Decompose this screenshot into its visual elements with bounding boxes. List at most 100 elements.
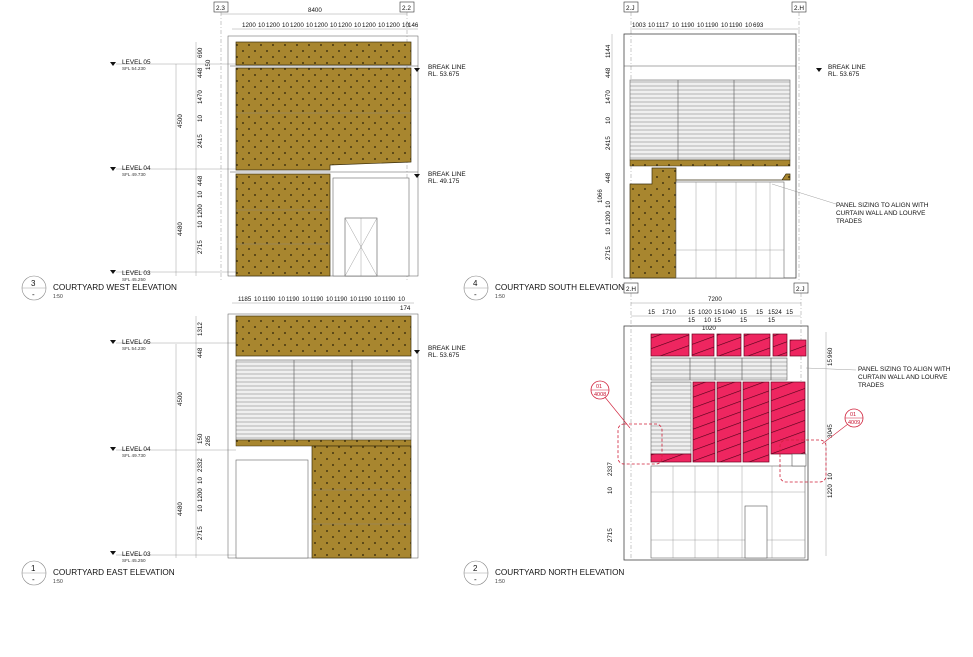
side-dimension-string: 960 15 3045 2337 10 1220 10 2715	[607, 347, 834, 542]
dimension: 285	[205, 435, 212, 446]
dimension: 1185	[238, 296, 252, 303]
dimension: 448	[197, 67, 204, 78]
dimension: 10	[398, 296, 405, 303]
break-line-text: BREAK LINE	[828, 64, 866, 71]
view-scale: 1:50	[53, 579, 63, 585]
level-name: LEVEL 03	[122, 270, 151, 277]
break-line-label: BREAK LINE RL. 53.675	[414, 64, 466, 78]
dimension: 10	[278, 296, 285, 303]
dimension: 1312	[197, 322, 204, 336]
dimension: 10	[605, 117, 612, 124]
break-line-label: BREAK LINE RL. 53.675	[414, 345, 466, 359]
view-courtyard-east: 1185 10 1190 10 1190 10 1190 10 1190 10 …	[21, 296, 466, 586]
view-courtyard-west: 2.3 2.2 8400 1200 10 1200 10 1200 10 120…	[21, 1, 466, 301]
dimension: 10	[282, 22, 289, 29]
view-title: COURTYARD WEST ELEVATION	[53, 283, 177, 292]
dimension: 2415	[197, 134, 204, 148]
dimension: 4500	[177, 392, 184, 406]
louvre-panel	[650, 381, 692, 455]
dimension: 2332	[197, 458, 204, 472]
dimension: 10	[672, 22, 679, 29]
top-dimension-string: 1185 10 1190 10 1190 10 1190 10 1190 10 …	[238, 296, 411, 312]
level-name: LEVEL 04	[122, 165, 151, 172]
grid-label: 2.J	[626, 5, 635, 12]
view-number: 3	[31, 279, 36, 288]
dimension: 2715	[605, 246, 612, 260]
grid-label: 2.J	[796, 286, 805, 293]
detail-callout: 01 4009	[779, 408, 864, 483]
view-sheet-ref: -	[32, 575, 35, 584]
dimension: 448	[605, 67, 612, 78]
callout-number: 01	[596, 384, 602, 390]
cladding-panel	[235, 315, 412, 357]
dimension: 4480	[177, 502, 184, 516]
dimension: 4500	[177, 114, 184, 128]
note-line: TRADES	[836, 218, 862, 225]
dimension: 10	[254, 296, 261, 303]
level-marker: LEVEL 03 SFL 45.250	[110, 551, 236, 563]
level-name: LEVEL 03	[122, 551, 151, 558]
dimension: 15	[768, 317, 775, 324]
level-marker: LEVEL 03 SFL 45.250	[110, 270, 236, 282]
view-scale: 1:50	[495, 579, 505, 585]
dimension: 10	[306, 22, 313, 29]
dimension: 1190	[729, 22, 743, 29]
dimension: 1117	[656, 22, 669, 29]
detail-callout: 01 4008	[590, 380, 663, 465]
view-scale: 1:50	[495, 294, 505, 300]
dimension: 2715	[197, 526, 204, 540]
dimension: 10	[827, 473, 834, 480]
dimension: 10	[197, 477, 204, 484]
dimension: 1190	[681, 22, 695, 29]
dimension: 1470	[197, 90, 204, 104]
note-line: TRADES	[858, 382, 884, 389]
dimension: 1220	[827, 484, 834, 498]
cladding-panel	[235, 173, 331, 277]
side-dimension-string: 690 150 448 1470 10 2415 448 10 1200 10 …	[177, 47, 212, 254]
dimension: 15	[688, 309, 695, 316]
dimension: 1200	[386, 22, 400, 29]
dimension: 1200	[266, 22, 280, 29]
dimension: 10	[330, 22, 337, 29]
view-sheet-ref: -	[474, 290, 477, 299]
dimension: 448	[605, 172, 612, 183]
cladding-panel	[311, 445, 412, 559]
dimension: 15	[688, 317, 695, 324]
overall-dimension: 8400	[308, 7, 322, 14]
view-title: COURTYARD EAST ELEVATION	[53, 568, 175, 577]
dimension: 1200	[362, 22, 376, 29]
break-line-text: BREAK LINE	[428, 171, 466, 178]
dimension: 1200	[314, 22, 328, 29]
view-courtyard-south: 2.J 2.H 1003 10 1117 10 1190 10 1190 10 …	[463, 1, 929, 301]
dimension: 448	[197, 175, 204, 186]
dimension: 10	[197, 191, 204, 198]
overall-dimension: 7200	[708, 296, 722, 303]
break-line-text: BREAK LINE	[428, 64, 466, 71]
break-line-rl: RL. 53.675	[828, 71, 860, 78]
grid-label: 2.H	[794, 5, 804, 12]
dimension: 2415	[605, 136, 612, 150]
dimension: 1190	[358, 296, 372, 303]
dimension: 1003	[632, 22, 646, 29]
dimension: 15	[648, 309, 655, 316]
view-title: COURTYARD SOUTH ELEVATION	[495, 283, 624, 292]
dimension: 10	[697, 22, 704, 29]
level-sfl: SFL 49.730	[122, 172, 146, 177]
break-line-text: BREAK LINE	[428, 345, 466, 352]
side-dimension-string: 1144 448 1470 10 2415 448 1066 10 1200 1…	[597, 44, 612, 260]
dimension: 1190	[286, 296, 300, 303]
dimension: 150	[197, 433, 204, 444]
dimension: 10	[378, 22, 385, 29]
curtain-wall	[650, 465, 806, 559]
louvre-panel	[650, 357, 788, 381]
dimension: 10	[326, 296, 333, 303]
dimension: 15	[827, 359, 834, 366]
cladding-panel	[629, 167, 791, 279]
dimension: 1190	[705, 22, 719, 29]
cladding-panel	[235, 41, 412, 66]
view-number: 1	[31, 564, 36, 573]
dimension: 15	[714, 317, 721, 324]
dimension: 10	[745, 22, 752, 29]
dimension: 10	[605, 228, 612, 235]
dimension: 2337	[607, 462, 614, 476]
